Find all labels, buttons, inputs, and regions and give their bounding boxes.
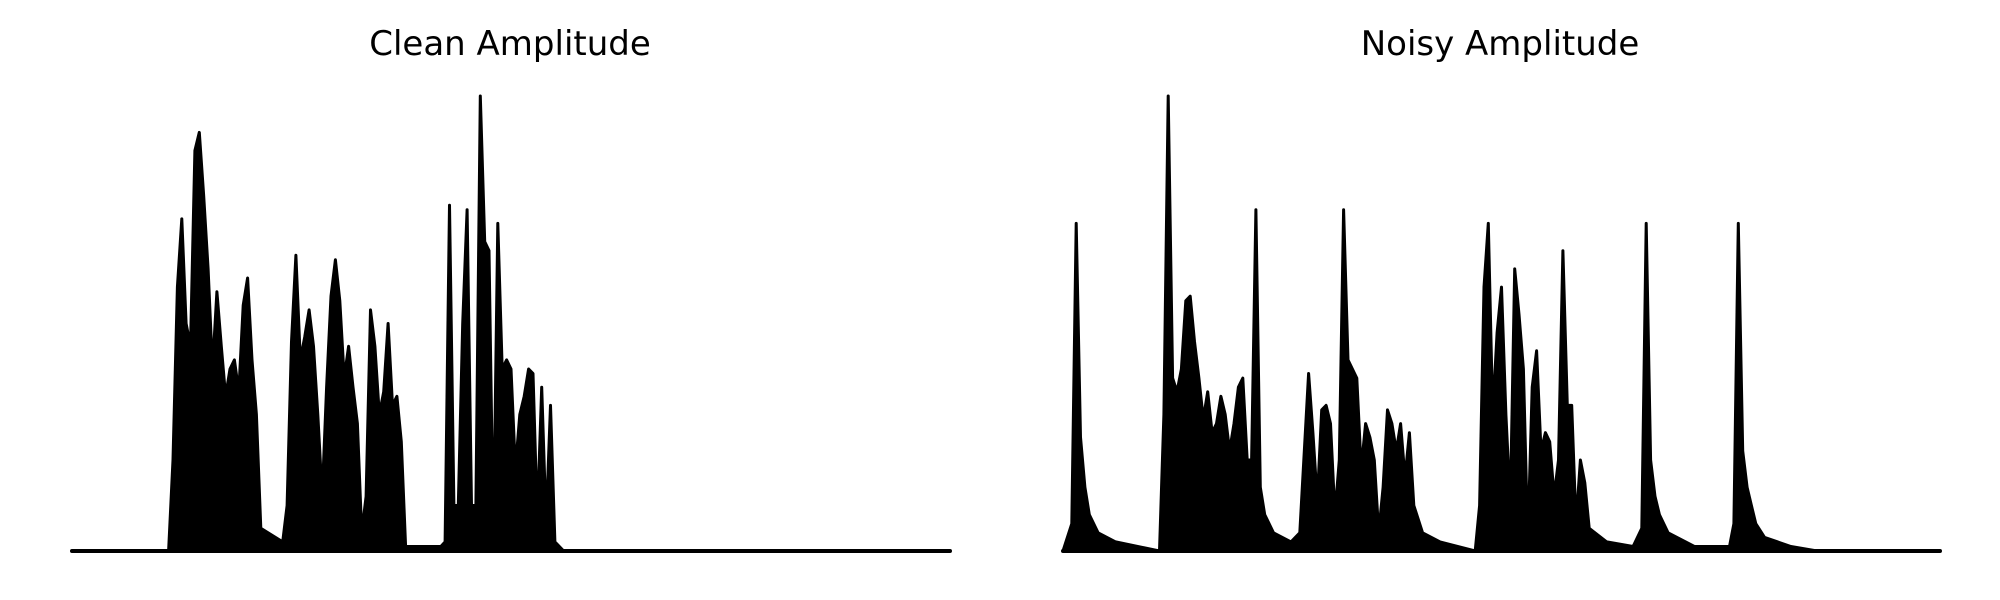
- chart-title: Noisy Amplitude: [1360, 24, 1640, 64]
- noisy-amplitude-panel: Noisy Amplitude: [1000, 0, 2000, 600]
- clean-amplitude-panel: Clean Amplitude: [70, 24, 952, 553]
- noisy-amplitude-chart: [1061, 94, 1942, 553]
- amplitude-area: [70, 94, 952, 553]
- chart-title: Clean Amplitude: [369, 24, 651, 64]
- amplitude-area: [1061, 94, 1942, 553]
- clean-amplitude-chart: [70, 94, 952, 553]
